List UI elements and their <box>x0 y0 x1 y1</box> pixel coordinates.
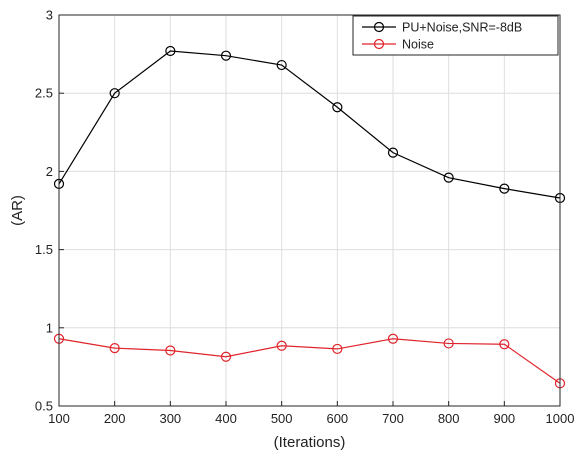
y-tick-label-1-5: 1.5 <box>35 242 53 257</box>
axes: 100 200 300 400 500 600 700 800 900 1000 0.5 1 1.5 2 2… <box>35 8 574 427</box>
y-tick-label-3: 3 <box>46 8 53 23</box>
series-1-point-500 <box>276 59 287 71</box>
plot-frame <box>58 14 561 407</box>
series-1-line <box>58 50 561 199</box>
series-2-point-700 <box>387 333 399 344</box>
series-1-point-400 <box>220 50 232 61</box>
x-tick-label-400: 400 <box>215 411 237 426</box>
series-2-point-600 <box>332 343 343 355</box>
y-tick-label-2-5: 2.5 <box>35 86 53 101</box>
x-tick-label-800: 800 <box>438 411 460 426</box>
series-2-line <box>58 338 561 384</box>
x-tick-label-1000: 1000 <box>546 411 574 426</box>
series-2-point-900 <box>499 339 510 350</box>
legend-label-noise: Noise <box>402 38 434 52</box>
x-tick-label-600: 600 <box>326 411 348 426</box>
x-tick-label-500: 500 <box>271 411 293 426</box>
series-1-point-700 <box>387 147 399 158</box>
series-2-point-300 <box>165 345 176 356</box>
grid <box>59 15 560 406</box>
legend-box <box>352 15 559 56</box>
series-1-point-800 <box>443 172 454 183</box>
x-tick-label-200: 200 <box>104 411 126 426</box>
legend-label-pu-noise: PU+Noise,SNR=-8dB <box>402 21 522 35</box>
x-tick-label-100: 100 <box>48 411 70 426</box>
series-1-point-900 <box>499 183 510 194</box>
series-2-point-400 <box>220 351 232 362</box>
series-1-point-600 <box>332 102 343 113</box>
series-1-point-200 <box>109 88 120 99</box>
y-axis-label: (AR) <box>9 195 26 226</box>
series-1-point-300 <box>165 45 176 57</box>
y-tick-label-2: 2 <box>46 164 53 179</box>
plot-background <box>59 15 560 406</box>
y-tick-label-0-5: 0.5 <box>35 399 53 414</box>
series-2-point-500 <box>276 340 287 351</box>
x-tick-label-900: 900 <box>493 411 515 426</box>
series-2-point-200 <box>109 343 120 354</box>
x-tick-label-700: 700 <box>382 411 404 426</box>
series-2-point-800 <box>443 338 454 349</box>
x-axis-label: (Iterations) <box>274 434 346 451</box>
legend-marker-noise <box>373 38 385 50</box>
legend-marker-pu-noise <box>373 21 385 33</box>
y-tick-label-1: 1 <box>46 320 53 335</box>
legend: PU+Noise,SNR=-8dB Noise <box>352 15 559 56</box>
x-tick-label-300: 300 <box>159 411 181 426</box>
